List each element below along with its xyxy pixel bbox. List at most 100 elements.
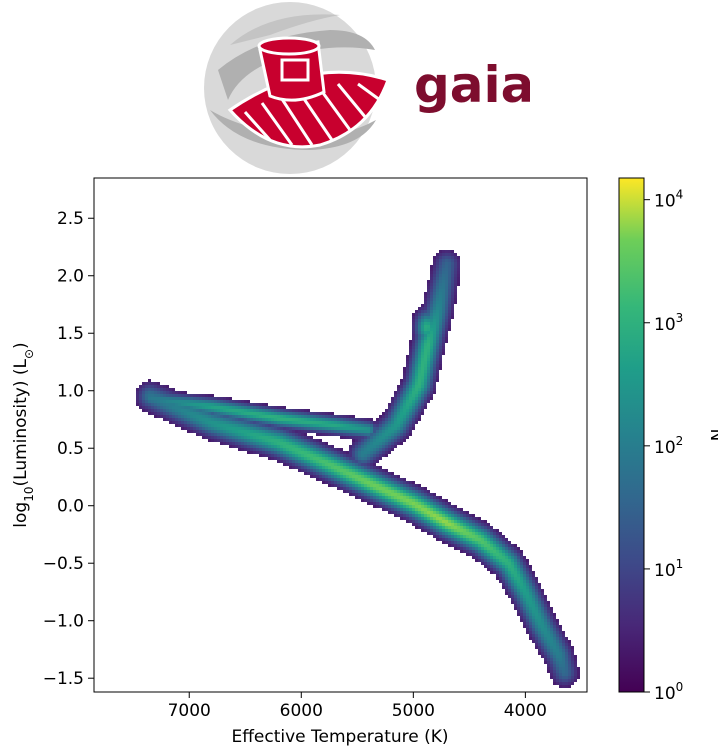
- heatmap-cell: [436, 511, 439, 514]
- heatmap-cell: [172, 412, 175, 415]
- heatmap-cell: [265, 409, 268, 412]
- heatmap-cell: [535, 598, 538, 601]
- heatmap-cell: [286, 409, 289, 412]
- heatmap-cell: [505, 577, 508, 580]
- heatmap-cell: [412, 487, 415, 490]
- heatmap-cell: [535, 607, 538, 610]
- heatmap-cell: [445, 259, 448, 262]
- heatmap-cell: [310, 436, 313, 439]
- heatmap-cell: [391, 487, 394, 490]
- heatmap-cell: [394, 493, 397, 496]
- heatmap-cell: [544, 649, 547, 652]
- heatmap-cell: [412, 403, 415, 406]
- heatmap-cell: [226, 412, 229, 415]
- heatmap-cell: [541, 652, 544, 655]
- heatmap-cell: [190, 409, 193, 412]
- heatmap-cell: [391, 403, 394, 406]
- heatmap-cell: [361, 481, 364, 484]
- heatmap-cell: [370, 445, 373, 448]
- heatmap-cell: [433, 283, 436, 286]
- heatmap-cell: [361, 442, 364, 445]
- heatmap-cell: [358, 433, 361, 436]
- heatmap-cell: [328, 484, 331, 487]
- heatmap-cell: [154, 406, 157, 409]
- heatmap-cell: [382, 499, 385, 502]
- heatmap-cell: [415, 322, 418, 325]
- heatmap-cell: [298, 430, 301, 433]
- heatmap-cell: [247, 448, 250, 451]
- heatmap-cell: [475, 532, 478, 535]
- heatmap-cell: [427, 373, 430, 376]
- heatmap-cell: [451, 292, 454, 295]
- heatmap-cell: [406, 403, 409, 406]
- heatmap-cell: [304, 424, 307, 427]
- heatmap-cell: [451, 304, 454, 307]
- heatmap-cell: [217, 403, 220, 406]
- heatmap-cell: [361, 457, 364, 460]
- heatmap-cell: [526, 559, 529, 562]
- heatmap-cell: [160, 385, 163, 388]
- heatmap-cell: [484, 526, 487, 529]
- heatmap-cell: [406, 409, 409, 412]
- heatmap-cell: [475, 538, 478, 541]
- heatmap-cell: [562, 658, 565, 661]
- heatmap-cell: [388, 478, 391, 481]
- heatmap-cell: [433, 256, 436, 259]
- heatmap-cell: [220, 403, 223, 406]
- heatmap-cell: [406, 412, 409, 415]
- heatmap-cell: [280, 427, 283, 430]
- heatmap-cell: [343, 424, 346, 427]
- heatmap-cell: [406, 400, 409, 403]
- heatmap-cell: [403, 511, 406, 514]
- heatmap-cell: [442, 535, 445, 538]
- heatmap-cell: [553, 631, 556, 634]
- heatmap-cell: [268, 424, 271, 427]
- heatmap-cell: [433, 382, 436, 385]
- heatmap-cell: [190, 427, 193, 430]
- heatmap-cell: [364, 454, 367, 457]
- heatmap-cell: [532, 604, 535, 607]
- heatmap-cell: [430, 505, 433, 508]
- heatmap-cell: [214, 415, 217, 418]
- heatmap-cell: [178, 394, 181, 397]
- heatmap-cell: [565, 673, 568, 676]
- heatmap-cell: [223, 421, 226, 424]
- heatmap-cell: [391, 508, 394, 511]
- heatmap-cell: [436, 268, 439, 271]
- heatmap-cell: [211, 418, 214, 421]
- heatmap-cell: [256, 436, 259, 439]
- heatmap-cell: [388, 511, 391, 514]
- heatmap-cell: [328, 418, 331, 421]
- heatmap-cell: [430, 313, 433, 316]
- heatmap-cell: [139, 388, 142, 391]
- heatmap-cell: [385, 481, 388, 484]
- heatmap-cell: [457, 508, 460, 511]
- heatmap-cell: [205, 397, 208, 400]
- heatmap-cell: [412, 508, 415, 511]
- heatmap-cell: [274, 442, 277, 445]
- heatmap-cell: [271, 442, 274, 445]
- heatmap-cell: [415, 382, 418, 385]
- heatmap-cell: [265, 403, 268, 406]
- x-axis-label: Effective Temperature (K): [231, 727, 448, 747]
- heatmap-cell: [199, 418, 202, 421]
- heatmap-cell: [397, 439, 400, 442]
- heatmap-cell: [235, 409, 238, 412]
- heatmap-cell: [265, 427, 268, 430]
- x-tick-label: 7000: [168, 701, 211, 721]
- heatmap-cell: [469, 544, 472, 547]
- heatmap-cell: [274, 430, 277, 433]
- heatmap-cell: [319, 472, 322, 475]
- heatmap-cell: [478, 526, 481, 529]
- heatmap-cell: [424, 379, 427, 382]
- heatmap-cell: [409, 499, 412, 502]
- heatmap-cell: [442, 529, 445, 532]
- heatmap-cell: [535, 619, 538, 622]
- heatmap-cell: [358, 463, 361, 466]
- heatmap-cell: [430, 295, 433, 298]
- heatmap-cell: [301, 460, 304, 463]
- heatmap-cell: [352, 430, 355, 433]
- heatmap-cell: [175, 412, 178, 415]
- heatmap-cell: [418, 490, 421, 493]
- heatmap-cell: [298, 448, 301, 451]
